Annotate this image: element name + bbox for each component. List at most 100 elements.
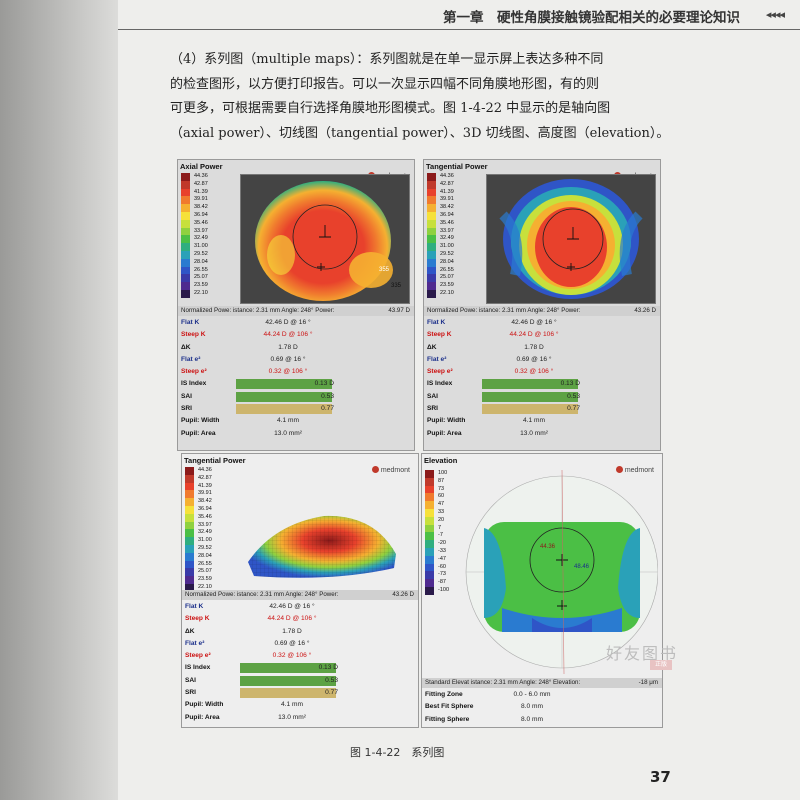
scale-swatch [181,173,190,181]
color-scale [425,470,434,595]
scale-tick-label: 42.87 [194,180,208,187]
scale-tick-label: 35.46 [440,219,454,226]
scale-tick-label: 23.59 [194,282,208,289]
scale-tick-label: 41.39 [198,482,212,489]
scale-tick-label: 35.46 [194,219,208,226]
scale-swatch [181,204,190,212]
scale-tick-label: 29.52 [198,544,212,551]
normalized-power-line: Normalized Powe: istance: 2.31 mm Angle:… [182,590,418,600]
table-row: Flat K 42.46 D @ 16 ° [427,319,557,326]
scale-tick-label: 29.52 [194,250,208,257]
header-rule [118,29,800,30]
scale-tick-label: 23.59 [198,576,212,583]
scale-tick-label: 87 [438,477,445,484]
table-row: Steep e² 0.32 @ 106 ° [185,652,312,660]
paragraph-line: 的检查图形，以方便打印报告。可以一次显示四幅不同角膜地形图，有的则 [170,76,600,92]
scale-swatch [185,513,194,522]
scale-swatch [425,571,434,580]
scale-swatch [425,485,434,494]
table-row: IS Index 0.13 D [181,379,334,390]
scale-swatch [181,219,190,228]
scale-swatch [185,552,194,561]
scale-swatch [185,490,194,499]
index-bar [236,404,332,415]
indices-table: Flat K 42.46 D @ 16 ° Steep K 44.24 D @ 10… [424,317,660,440]
scale-swatch [425,470,434,478]
table-row: Pupil: Width 4.1 mm [185,701,303,709]
scale-tick-label: 42.87 [440,180,454,187]
table-row: SAI 0.53 [185,675,338,686]
scale-swatch [425,477,434,486]
scale-swatch [181,274,190,283]
table-row: Steep e² 0.32 @ 106 ° [181,368,308,376]
fitting-table: Fitting Zone 0.0 - 6.0 mm Best Fit Sphere… [422,689,662,726]
scale-tick-label: 32.49 [440,235,454,242]
scale-tick-label: 23.59 [440,282,454,289]
scale-swatch [185,498,194,506]
scale-swatch [181,227,190,236]
scale-swatch [185,576,194,584]
map-value-label: 44.36 [540,544,556,550]
scale-tick-label: 44.36 [198,467,212,473]
chapter-title: 第一章 硬性角膜接触镜验配相关的必要理论知识 [443,10,740,26]
watermark-badge: 正版 [650,660,672,670]
scale-swatch [181,243,190,251]
scale-swatch [427,250,436,259]
scale-tick-label: 26.55 [194,266,208,273]
body-paragraph: （4）系列图（multiple maps）：系列图就是在单一显示屏上表达多种不同… [170,48,730,146]
scale-swatch [185,467,194,475]
scale-tick-label: 38.42 [198,498,212,505]
scale-tick-label: -73 [438,571,446,578]
scale-tick-label: 42.87 [198,474,212,481]
header-ornament: ◂◂◂◂ [765,8,785,21]
table-row: Best Fit Sphere 8.0 mm [425,703,543,711]
scale-swatch [425,563,434,572]
indices-table: Flat K 42.46 D @ 16 ° Steep K 44.24 D @ 10… [182,601,418,724]
tangential-map-graphic [499,179,643,299]
table-row: SAI 0.53 [181,391,334,402]
scale-ticks: 100 87 73 60 47 33 20 7 -7 -20 -33 -47 -60 -73 -87 -100 [438,470,449,595]
scale-swatch [427,289,436,298]
scale-swatch [181,266,190,275]
scale-swatch [425,555,434,564]
scale-ticks: 44.36 42.87 41.39 39.91 38.42 36.94 35.46 33.97… [194,173,208,298]
medmont-logo: medmont [371,466,410,474]
scale-swatch [181,258,190,267]
scale-tick-label: 33.97 [440,227,454,234]
scale-tick-label: -33 [438,547,446,554]
panel-title: Tangential Power [426,162,488,171]
scale-tick-label: 22.10 [440,289,454,296]
scale-swatch [185,568,194,577]
index-bar [236,379,332,390]
table-row: Flat e² 0.69 @ 16 ° [181,355,306,363]
scale-tick-label: 22.10 [194,289,208,296]
scale-swatch [425,516,434,525]
scale-tick-label: 44.36 [440,173,454,179]
scale-swatch [427,204,436,212]
scale-swatch [181,289,190,298]
scale-swatch [425,493,434,502]
scale-tick-label: 7 [438,524,442,531]
table-row: SRI 0.77 [185,688,338,699]
scale-swatch [181,180,190,189]
table-row: Fitting Sphere 8.0 mm [425,715,543,723]
scale-tick-label: 22.10 [198,583,212,590]
scale-tick-label: 31.00 [194,243,208,250]
standard-elevation-line: Standard Elevat istance: 2.31 mm Angle: … [422,678,662,688]
scale-swatch [181,282,190,290]
panel-title: Tangential Power [184,456,246,465]
scale-swatch [181,211,190,220]
scale-swatch [425,579,434,587]
scale-swatch [181,196,190,205]
table-row: IS Index 0.13 D [185,663,338,674]
scale-tick-label: 32.49 [194,235,208,242]
book-spine-shadow [0,0,118,800]
running-header: 第一章 硬性角膜接触镜验配相关的必要理论知识 ◂◂◂◂ [118,0,800,36]
scale-tick-label: 44.36 [194,173,208,179]
axial-power-panel: Axial Power medmont 44.3642.8741.3939.91… [177,159,415,451]
index-bar [482,404,578,415]
scale-swatch [427,219,436,228]
scale-tick-label: -100 [438,586,450,593]
figure-caption: 图 1-4-22 系列图 [350,746,445,759]
scale-tick-label: 25.07 [198,568,212,575]
